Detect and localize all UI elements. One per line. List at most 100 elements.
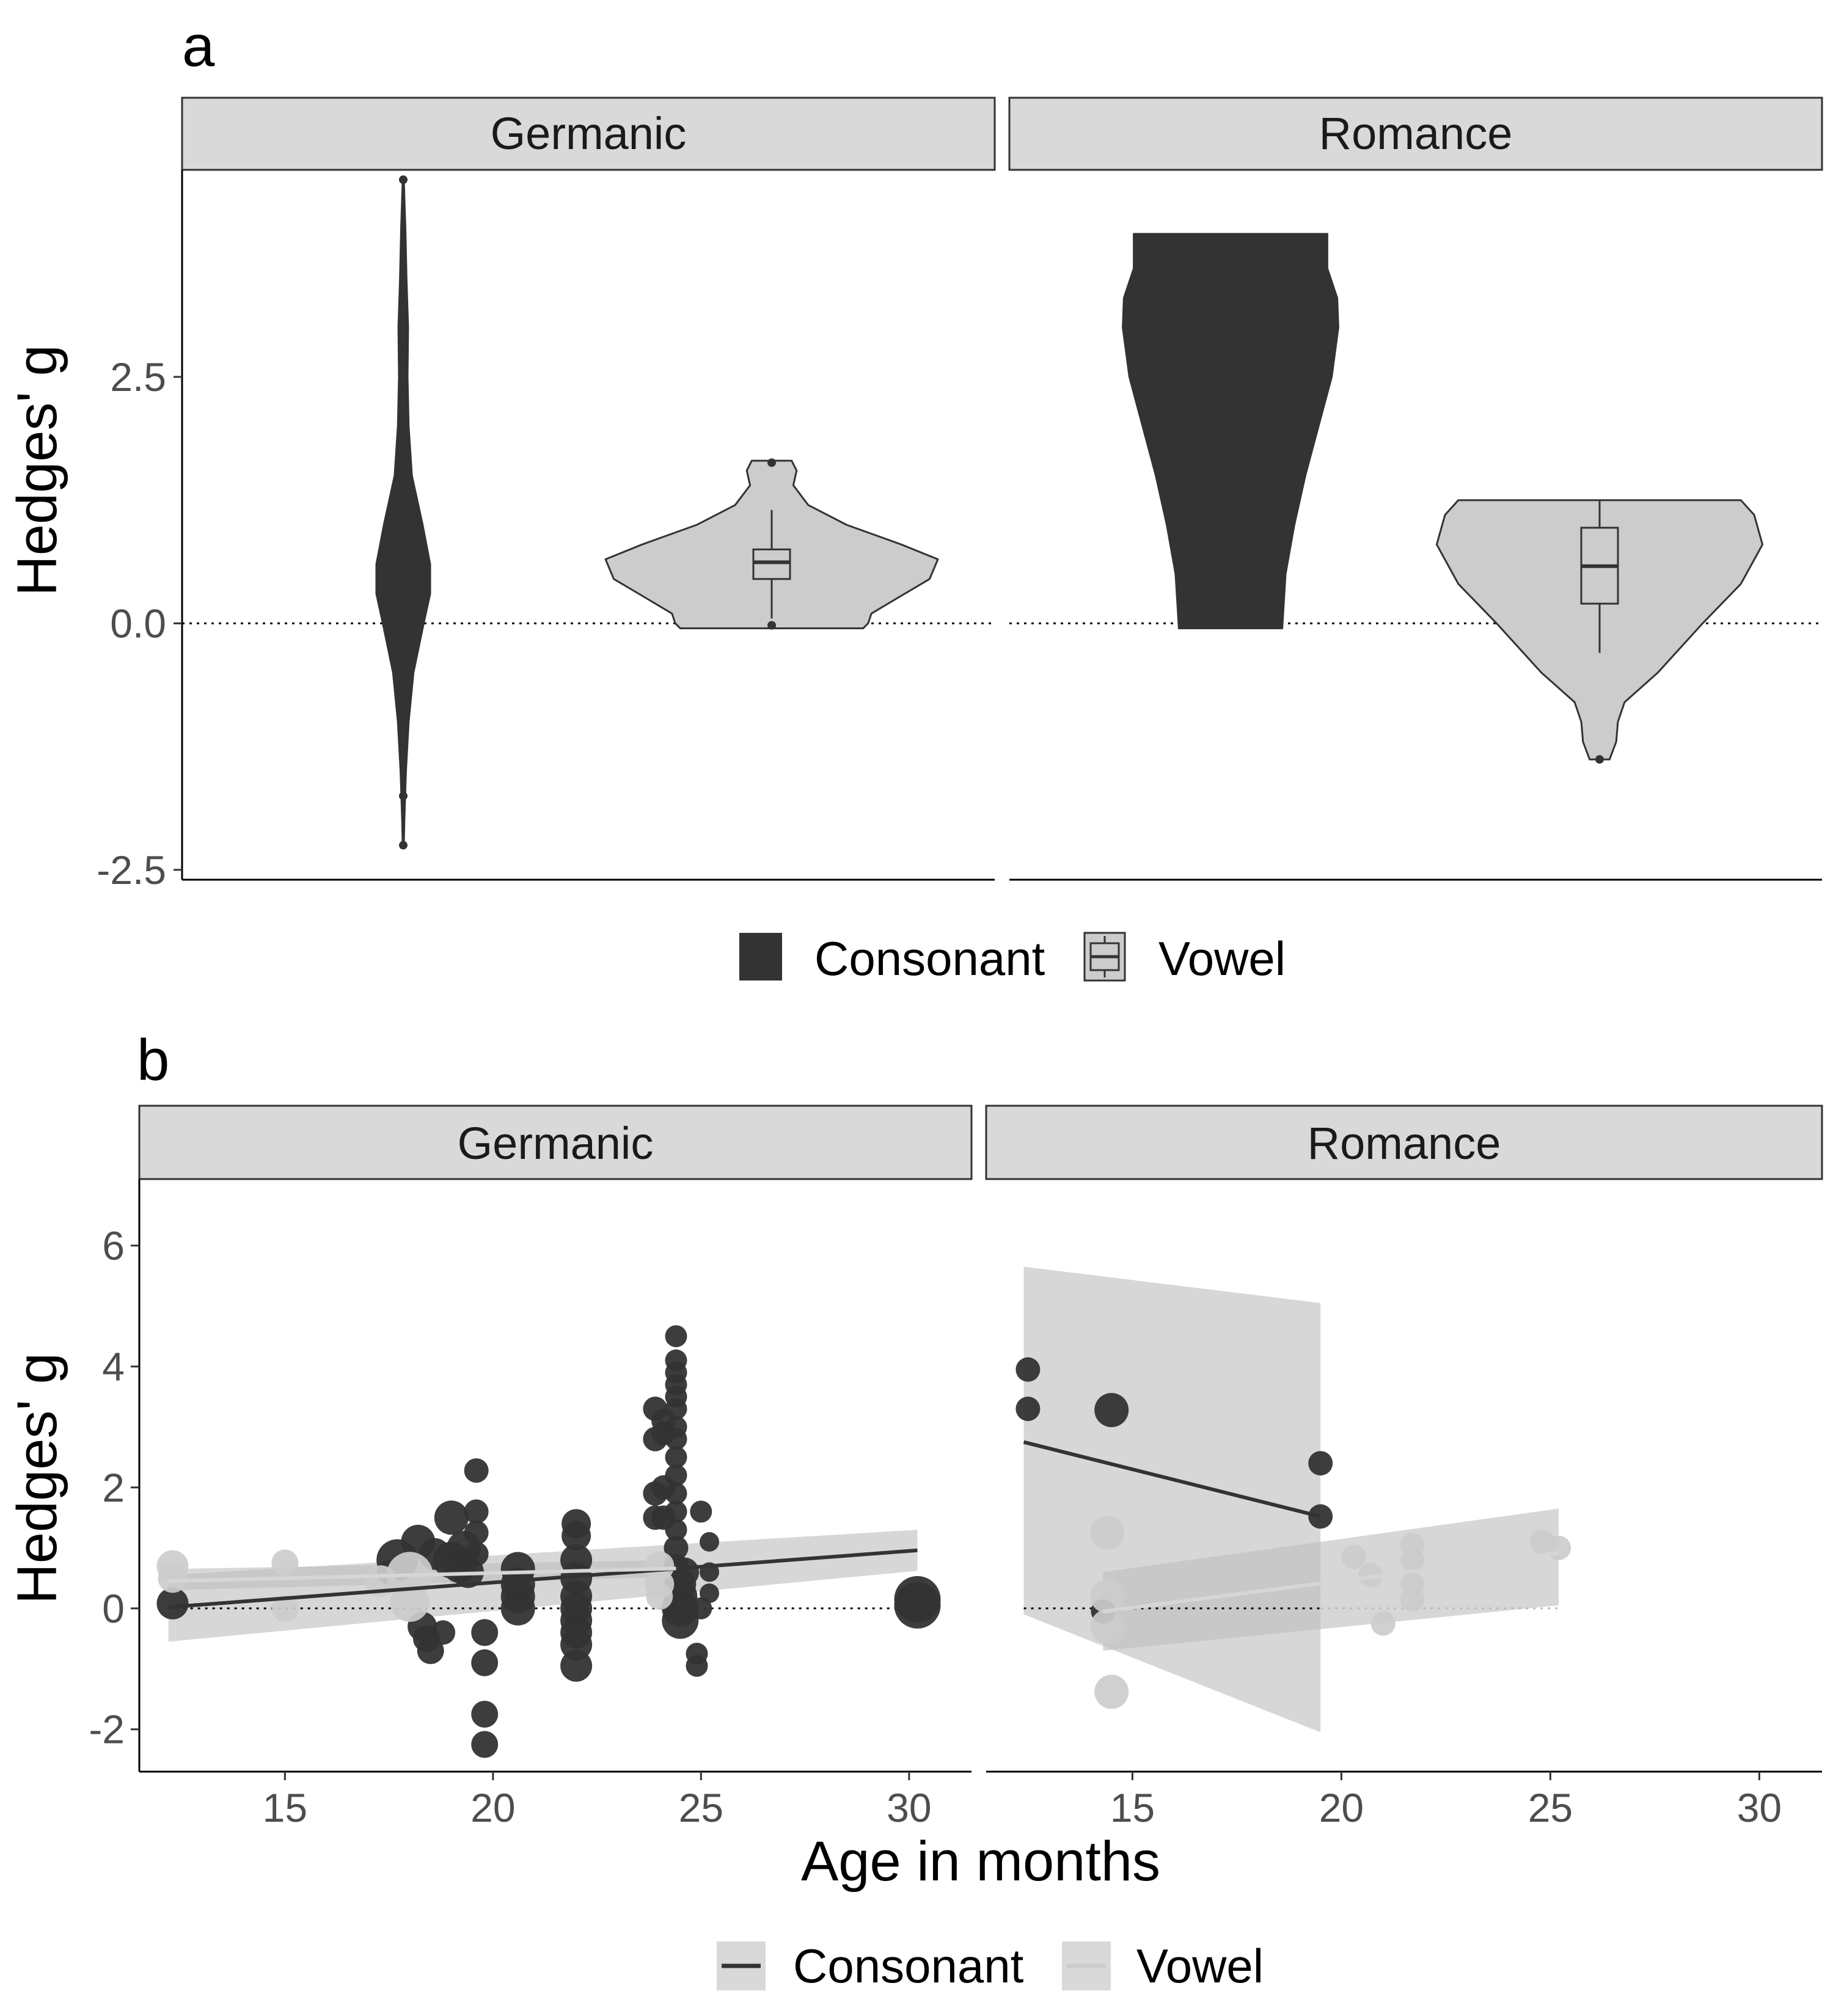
data-point-vowel-romance-16 [1400, 1587, 1425, 1612]
data-point-consonant-germanic-17 [464, 1541, 489, 1566]
facet-strip-romance-a [1008, 97, 1823, 171]
data-point-consonant-germanic-55 [665, 1500, 687, 1523]
data-point-vowel-germanic-76 [271, 1594, 299, 1622]
scatter-plot-romance [986, 1266, 1822, 1780]
legend-key-consonant-a [739, 933, 782, 981]
x-tick-label-romance-25: 25 [1528, 1785, 1573, 1830]
data-point-consonant-romance-1 [1015, 1397, 1041, 1422]
fit-line-consonant-germanic [168, 1548, 918, 1609]
data-point-consonant-germanic-53 [665, 1464, 687, 1486]
data-point-vowel-germanic-82 [646, 1583, 673, 1610]
panel-a-label: a [182, 13, 215, 79]
x-tick-label-germanic-30: 30 [887, 1785, 931, 1830]
data-point-vowel-romance-10 [1341, 1544, 1366, 1569]
data-point-vowel-germanic-75 [271, 1549, 299, 1577]
facet-strip-germanic-b [138, 1105, 973, 1180]
data-point-consonant-romance-2 [1094, 1393, 1129, 1428]
facet-strip-germanic-a [181, 97, 996, 171]
data-point-consonant-romance-4 [1308, 1451, 1333, 1476]
data-point-vowel-germanic-74 [158, 1563, 188, 1593]
x-tick-label-romance-20: 20 [1319, 1785, 1364, 1830]
legend-key-vowel-a [1083, 932, 1126, 982]
legend-label-consonant-a: Consonant [814, 932, 1045, 985]
data-point-consonant-germanic-16 [464, 1521, 489, 1545]
panel-a: a Germanic Romance -2.5 0.0 2.5 Hedges' … [6, 13, 1823, 985]
data-point-vowel-germanic-79 [390, 1582, 430, 1622]
y-tick-label-0-0: 0.0 [110, 601, 166, 646]
data-point-consonant-germanic-19 [471, 1649, 499, 1676]
data-point-consonant-germanic-56 [665, 1519, 687, 1541]
data-point-consonant-germanic-44 [665, 1325, 687, 1348]
data-point-consonant-germanic-51 [665, 1428, 687, 1450]
data-point-vowel-romance-7 [1090, 1579, 1125, 1613]
data-point-consonant-germanic-21 [471, 1731, 499, 1758]
fit-line-vowel-germanic [168, 1566, 676, 1583]
fit-line-vowel-romance [1103, 1550, 1559, 1613]
box-iqr-germanic [752, 548, 791, 580]
data-point-consonant-germanic-63 [670, 1557, 700, 1587]
outlier-consonant-germanic-1 [399, 791, 408, 800]
data-point-consonant-germanic-35 [560, 1649, 593, 1682]
outlier-vowel-germanic-0 [767, 621, 776, 630]
data-point-consonant-germanic-20 [471, 1701, 499, 1728]
x-tick-label-germanic-25: 25 [679, 1785, 723, 1830]
data-point-vowel-romance-8 [1090, 1609, 1125, 1644]
data-point-consonant-germanic-15 [464, 1499, 489, 1524]
y-tick-label-minus-2-5: -2.5 [97, 847, 166, 893]
data-point-consonant-germanic-8 [431, 1620, 456, 1645]
y-axis-title-a: Hedges' g [6, 345, 68, 596]
x-axis-title-b: Age in months [801, 1830, 1160, 1893]
data-point-consonant-germanic-65 [686, 1654, 708, 1677]
data-point-vowel-romance-12 [1370, 1611, 1396, 1636]
outlier-vowel-romance-0 [1595, 755, 1604, 764]
data-point-consonant-germanic-66 [690, 1597, 712, 1620]
violin-plot-germanic [182, 175, 995, 881]
y-tick-label-6: 6 [102, 1223, 125, 1268]
x-tick-label-germanic-20: 20 [470, 1785, 515, 1830]
data-point-consonant-germanic-0 [156, 1587, 189, 1620]
x-axis-b: 15 20 25 30 15 20 25 30 [263, 1785, 1782, 1830]
data-point-consonant-germanic-9 [434, 1500, 469, 1535]
y-axis-b: -2 0 2 4 6 [89, 1179, 141, 1772]
data-point-consonant-germanic-57 [664, 1535, 689, 1560]
facet-label-germanic-b: Germanic [458, 1118, 654, 1169]
data-point-consonant-germanic-18 [471, 1619, 499, 1646]
violin-consonant-romance [1122, 233, 1339, 629]
scatter-plot-germanic [139, 1325, 971, 1780]
data-point-vowel-romance-6 [1090, 1516, 1125, 1550]
data-point-consonant-germanic-72 [894, 1582, 941, 1629]
y-axis-title-b: Hedges' g [6, 1353, 68, 1604]
panel-b: b Germanic Romance -2 0 2 4 6 15 20 25 3… [6, 1028, 1823, 1993]
y-tick-label-minus-2: -2 [89, 1707, 125, 1752]
x-tick-label-romance-15: 15 [1110, 1785, 1155, 1830]
facet-label-romance-a: Romance [1319, 108, 1513, 159]
y-axis-a: -2.5 0.0 2.5 [97, 170, 183, 893]
data-point-consonant-germanic-27 [562, 1521, 591, 1550]
data-point-consonant-germanic-68 [700, 1532, 719, 1552]
data-point-vowel-romance-9 [1094, 1675, 1129, 1709]
data-point-consonant-romance-0 [1015, 1357, 1041, 1382]
y-tick-label-0: 0 [102, 1586, 125, 1631]
facet-strip-romance-b [985, 1105, 1823, 1180]
data-point-consonant-germanic-52 [665, 1446, 687, 1469]
data-point-consonant-germanic-14 [464, 1458, 489, 1483]
data-point-consonant-germanic-25 [500, 1591, 535, 1626]
data-point-consonant-germanic-62 [662, 1602, 699, 1639]
facet-label-romance-b: Romance [1308, 1118, 1501, 1169]
fit-line-consonant-romance [1023, 1440, 1321, 1519]
confidence-ribbon-consonant-germanic [168, 1530, 918, 1642]
legend-label-vowel-a: Vowel [1158, 932, 1286, 985]
y-tick-label-2-5: 2.5 [110, 354, 166, 400]
legend-a: Consonant Vowel [739, 932, 1286, 985]
facet-label-germanic-a: Germanic [491, 108, 687, 159]
violin-plot-romance [1009, 233, 1822, 881]
x-tick-label-romance-30: 30 [1737, 1785, 1782, 1830]
legend-label-consonant-b: Consonant [793, 1939, 1024, 1993]
outlier-consonant-germanic-0 [399, 841, 408, 850]
y-tick-label-2: 2 [102, 1465, 125, 1510]
data-point-consonant-germanic-67 [690, 1500, 712, 1523]
outlier-vowel-germanic-1 [767, 458, 776, 467]
data-point-consonant-germanic-6 [417, 1637, 444, 1664]
